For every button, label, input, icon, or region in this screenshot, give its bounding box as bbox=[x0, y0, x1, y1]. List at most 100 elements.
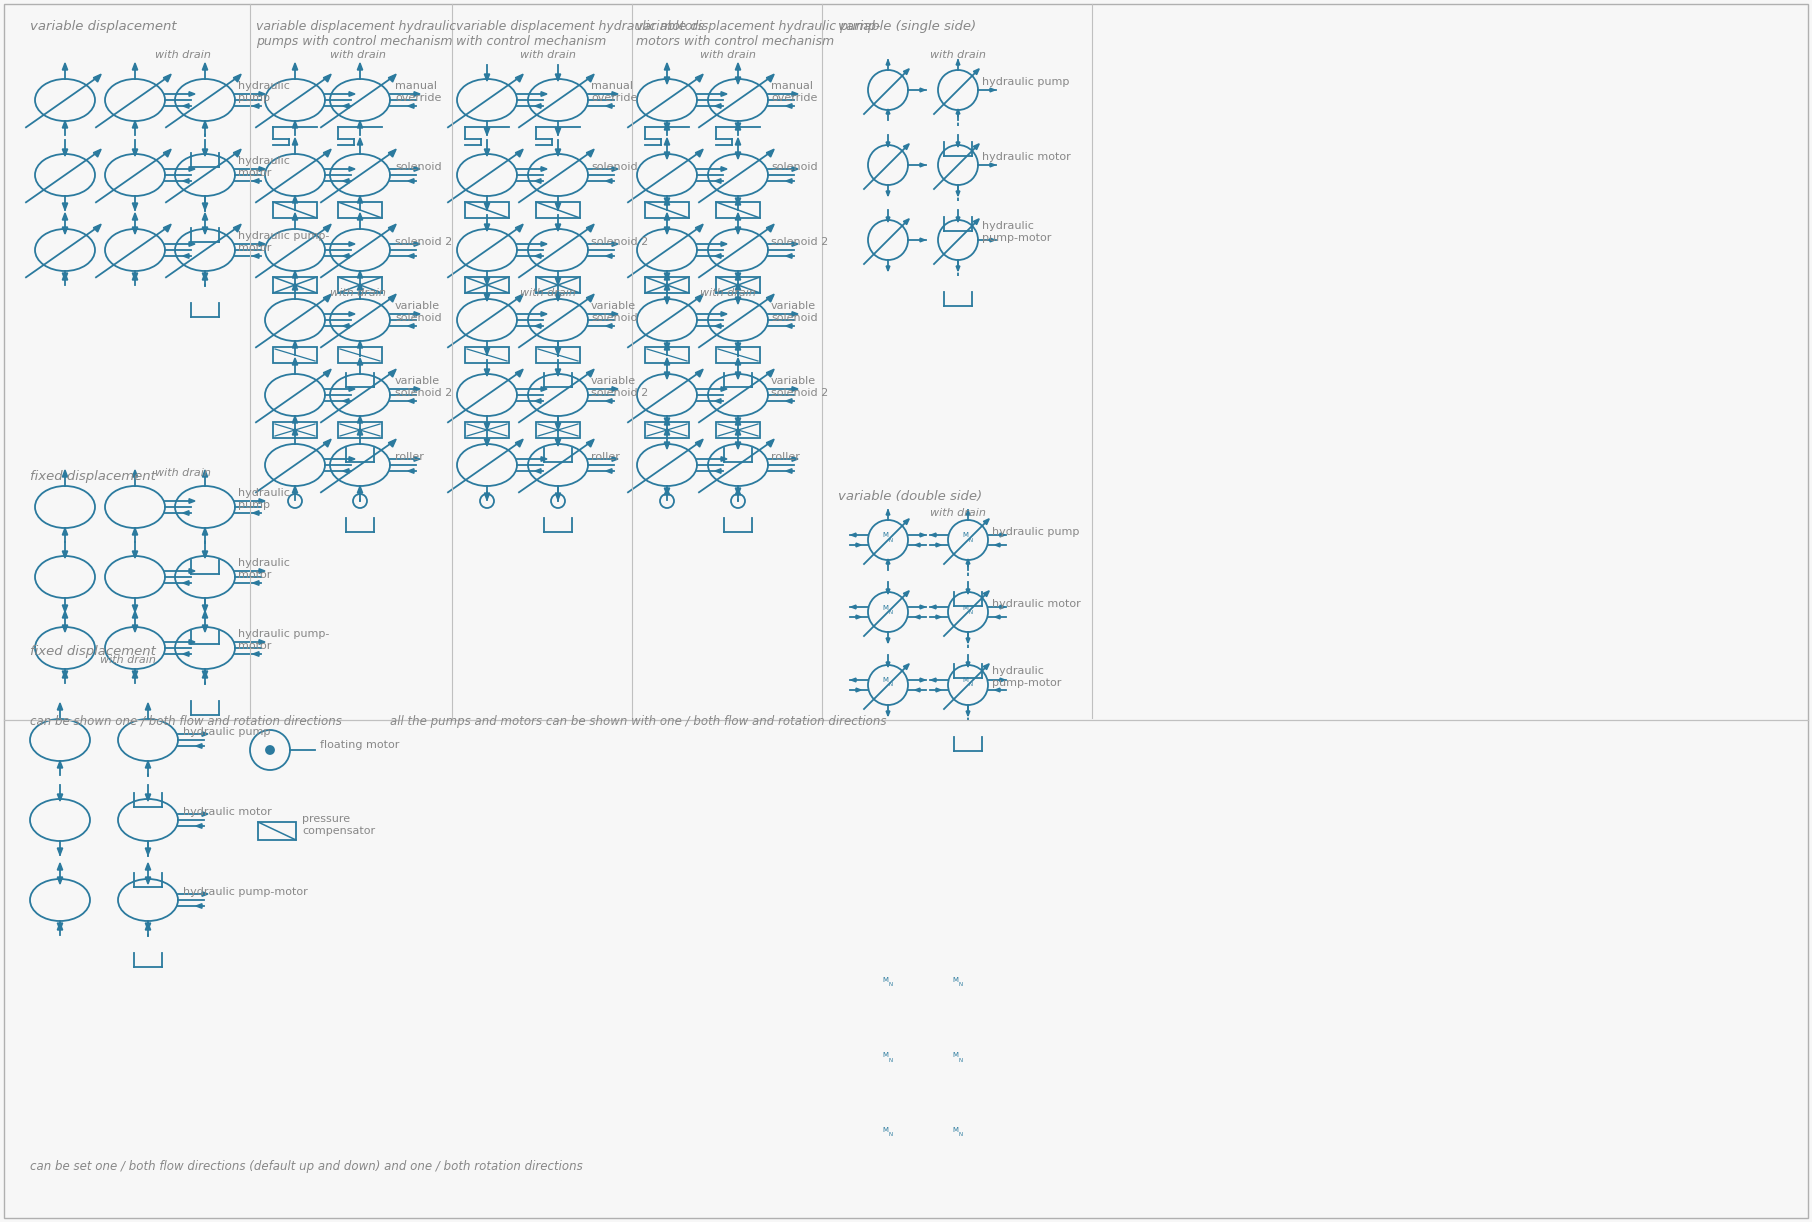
Polygon shape bbox=[665, 442, 670, 448]
Bar bbox=[716, 422, 759, 437]
Polygon shape bbox=[484, 149, 489, 156]
Polygon shape bbox=[736, 418, 741, 425]
Polygon shape bbox=[542, 166, 547, 171]
Polygon shape bbox=[94, 149, 101, 156]
Polygon shape bbox=[94, 224, 101, 232]
Polygon shape bbox=[736, 358, 741, 365]
Polygon shape bbox=[786, 469, 792, 473]
Text: fixed displacement: fixed displacement bbox=[31, 470, 156, 483]
Polygon shape bbox=[716, 254, 721, 258]
Polygon shape bbox=[542, 386, 547, 391]
Polygon shape bbox=[323, 224, 332, 232]
Bar bbox=[466, 422, 509, 437]
Polygon shape bbox=[408, 104, 413, 109]
Polygon shape bbox=[542, 242, 547, 247]
Bar bbox=[536, 422, 580, 437]
Polygon shape bbox=[612, 386, 618, 391]
Text: can be shown one / both flow and rotation directions: can be shown one / both flow and rotatio… bbox=[31, 715, 342, 728]
Polygon shape bbox=[886, 589, 890, 594]
Polygon shape bbox=[554, 492, 560, 500]
Polygon shape bbox=[786, 178, 792, 183]
Polygon shape bbox=[292, 213, 297, 220]
Polygon shape bbox=[259, 242, 265, 247]
Text: hydraulic
motor: hydraulic motor bbox=[237, 558, 290, 579]
Polygon shape bbox=[515, 369, 524, 378]
Polygon shape bbox=[920, 533, 924, 536]
Text: hydraulic pump: hydraulic pump bbox=[183, 727, 270, 737]
Polygon shape bbox=[183, 254, 188, 258]
Bar bbox=[339, 202, 382, 218]
Polygon shape bbox=[254, 651, 259, 656]
Polygon shape bbox=[696, 439, 703, 447]
Text: variable displacement hydraulic pump-
motors with control mechanism: variable displacement hydraulic pump- mo… bbox=[636, 20, 881, 48]
Polygon shape bbox=[605, 104, 612, 109]
Polygon shape bbox=[886, 662, 890, 667]
Polygon shape bbox=[852, 533, 855, 536]
Bar bbox=[466, 202, 509, 218]
Polygon shape bbox=[484, 295, 489, 301]
Polygon shape bbox=[736, 488, 741, 495]
Polygon shape bbox=[62, 273, 67, 280]
Text: N: N bbox=[969, 538, 973, 543]
Polygon shape bbox=[721, 92, 727, 97]
Polygon shape bbox=[736, 198, 741, 205]
Polygon shape bbox=[515, 439, 524, 447]
Text: N: N bbox=[969, 683, 973, 688]
Polygon shape bbox=[413, 386, 420, 391]
Polygon shape bbox=[357, 121, 362, 128]
Polygon shape bbox=[183, 651, 188, 656]
Polygon shape bbox=[357, 64, 362, 70]
Text: floating motor: floating motor bbox=[321, 741, 399, 750]
Polygon shape bbox=[915, 688, 920, 692]
Polygon shape bbox=[350, 166, 355, 171]
Text: fixed displacement: fixed displacement bbox=[31, 645, 156, 657]
Polygon shape bbox=[665, 488, 670, 495]
Polygon shape bbox=[792, 386, 797, 391]
Polygon shape bbox=[58, 923, 63, 930]
Polygon shape bbox=[62, 227, 67, 233]
Polygon shape bbox=[665, 428, 670, 435]
Polygon shape bbox=[58, 703, 63, 710]
Text: M: M bbox=[962, 605, 968, 611]
Polygon shape bbox=[612, 92, 618, 97]
Polygon shape bbox=[342, 469, 350, 473]
Polygon shape bbox=[484, 75, 489, 81]
Polygon shape bbox=[203, 624, 208, 632]
Polygon shape bbox=[665, 343, 670, 349]
Polygon shape bbox=[259, 92, 265, 97]
Polygon shape bbox=[973, 144, 978, 149]
Polygon shape bbox=[886, 510, 890, 514]
Polygon shape bbox=[203, 671, 208, 678]
Polygon shape bbox=[665, 488, 670, 495]
Polygon shape bbox=[554, 277, 560, 285]
Polygon shape bbox=[957, 142, 960, 147]
Polygon shape bbox=[163, 224, 170, 232]
Text: variable displacement: variable displacement bbox=[31, 20, 176, 33]
Polygon shape bbox=[408, 178, 413, 183]
Polygon shape bbox=[716, 469, 721, 473]
Polygon shape bbox=[408, 324, 413, 329]
Polygon shape bbox=[515, 75, 524, 82]
Polygon shape bbox=[132, 605, 138, 612]
Polygon shape bbox=[736, 123, 741, 130]
Polygon shape bbox=[201, 811, 208, 816]
Polygon shape bbox=[966, 558, 969, 565]
Bar bbox=[645, 277, 689, 293]
Text: N: N bbox=[890, 982, 893, 987]
Polygon shape bbox=[145, 761, 150, 767]
Polygon shape bbox=[188, 640, 196, 644]
Polygon shape bbox=[388, 149, 397, 156]
Polygon shape bbox=[995, 688, 1000, 692]
Text: roller: roller bbox=[770, 452, 799, 462]
Polygon shape bbox=[904, 519, 910, 524]
Text: hydraulic pump: hydraulic pump bbox=[991, 527, 1080, 536]
Polygon shape bbox=[259, 499, 265, 503]
Polygon shape bbox=[721, 242, 727, 247]
Polygon shape bbox=[904, 590, 910, 596]
Polygon shape bbox=[203, 273, 208, 280]
Text: variable displacement hydraulic
pumps with control mechanism: variable displacement hydraulic pumps wi… bbox=[255, 20, 457, 48]
Polygon shape bbox=[163, 149, 170, 156]
Polygon shape bbox=[984, 519, 989, 524]
Polygon shape bbox=[62, 273, 67, 280]
Polygon shape bbox=[357, 213, 362, 220]
